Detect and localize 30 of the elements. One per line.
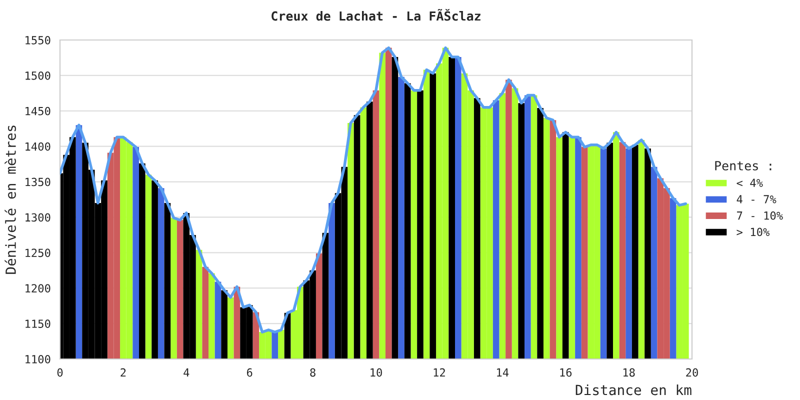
y-tick-label: 1350 (26, 178, 50, 186)
x-tick-label: 14 (497, 368, 509, 377)
x-tick-label: 10 (370, 368, 382, 377)
x-tick-label: 4 (184, 368, 190, 377)
y-tick-label: 1500 (26, 71, 50, 80)
x-tick-label: 18 (623, 368, 635, 377)
legend-title: Pentes : (715, 161, 772, 170)
x-tick-label: 16 (560, 368, 572, 377)
line-series (60, 46, 688, 334)
legend-label: 7 - 10% (737, 211, 783, 220)
x-tick-label: 20 (686, 368, 698, 377)
y-tick-label: 1200 (26, 284, 50, 293)
y-tick-label: 1400 (26, 142, 50, 151)
legend-label: < 4% (736, 178, 763, 187)
y-tick-label: 1300 (26, 213, 50, 222)
y-tick-label: 1100 (26, 355, 50, 364)
x-axis-title: Distance en km (576, 384, 692, 396)
x-tick-label: 12 (434, 368, 445, 377)
x-tick-label: 8 (310, 368, 316, 377)
y-axis-title: Dénivelé en mètres (4, 126, 16, 274)
legend-label: 4 - 7% (736, 195, 776, 204)
x-tick-label: 2 (120, 368, 126, 377)
x-tick-label: 6 (246, 368, 252, 377)
legend-label: > 10% (736, 228, 770, 236)
y-tick-label: 1450 (26, 106, 50, 116)
chart-title: Creux de Lachat - La FÃŠclaz (272, 8, 480, 21)
y-tick-label: 1550 (26, 36, 50, 44)
y-tick-label: 1250 (26, 248, 50, 258)
x-tick-label: 0 (57, 368, 63, 377)
y-tick-label: 1150 (26, 320, 50, 328)
